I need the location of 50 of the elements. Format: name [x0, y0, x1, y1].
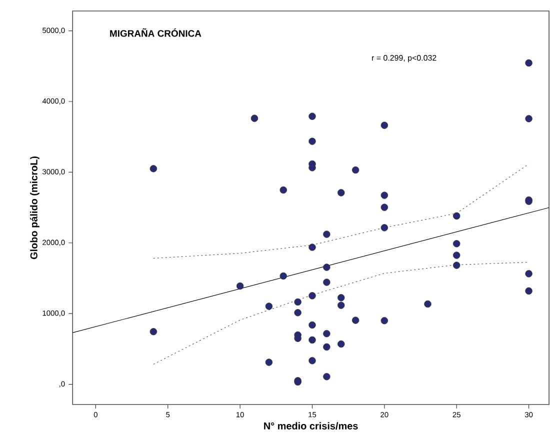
- point: [453, 252, 460, 259]
- point: [525, 115, 532, 122]
- point: [294, 334, 302, 342]
- point: [380, 204, 388, 211]
- point: [453, 212, 460, 220]
- line-series: [153, 262, 530, 365]
- point: [308, 357, 316, 364]
- point: [265, 302, 273, 310]
- point: [308, 244, 316, 251]
- point: [453, 262, 460, 269]
- point: [323, 343, 330, 351]
- point: [338, 294, 345, 302]
- point: [294, 298, 302, 306]
- point: [308, 292, 316, 300]
- point: [525, 287, 532, 295]
- point: [323, 264, 330, 271]
- point: [525, 59, 532, 67]
- point: [294, 309, 302, 316]
- point: [250, 114, 258, 122]
- point: [150, 328, 158, 336]
- point: [323, 330, 330, 338]
- point: [323, 373, 330, 380]
- point: [323, 278, 330, 286]
- point: [338, 189, 345, 196]
- point: [380, 224, 388, 232]
- point: [280, 186, 287, 194]
- point: [380, 317, 388, 324]
- point: [236, 282, 244, 290]
- line-series: [153, 164, 530, 259]
- point: [308, 164, 316, 172]
- text: MIGRAÑA CRÓNICA: [110, 28, 202, 37]
- point: [380, 122, 388, 129]
- point: [308, 336, 316, 344]
- point: [308, 138, 316, 145]
- x-axis-title: N° medio crisis/mes: [264, 422, 358, 430]
- point: [323, 230, 330, 238]
- point: [265, 358, 273, 366]
- point: [150, 165, 158, 172]
- point: [352, 316, 360, 324]
- point: [380, 192, 388, 199]
- y-axis-title: Globo pálido (microL): [30, 156, 40, 260]
- point: [308, 321, 316, 329]
- point: [453, 240, 460, 248]
- point: [352, 166, 360, 174]
- point: [308, 112, 316, 120]
- point: [338, 302, 345, 309]
- point: [280, 272, 287, 280]
- point: [338, 340, 345, 348]
- point: [424, 300, 432, 308]
- point: [525, 270, 532, 278]
